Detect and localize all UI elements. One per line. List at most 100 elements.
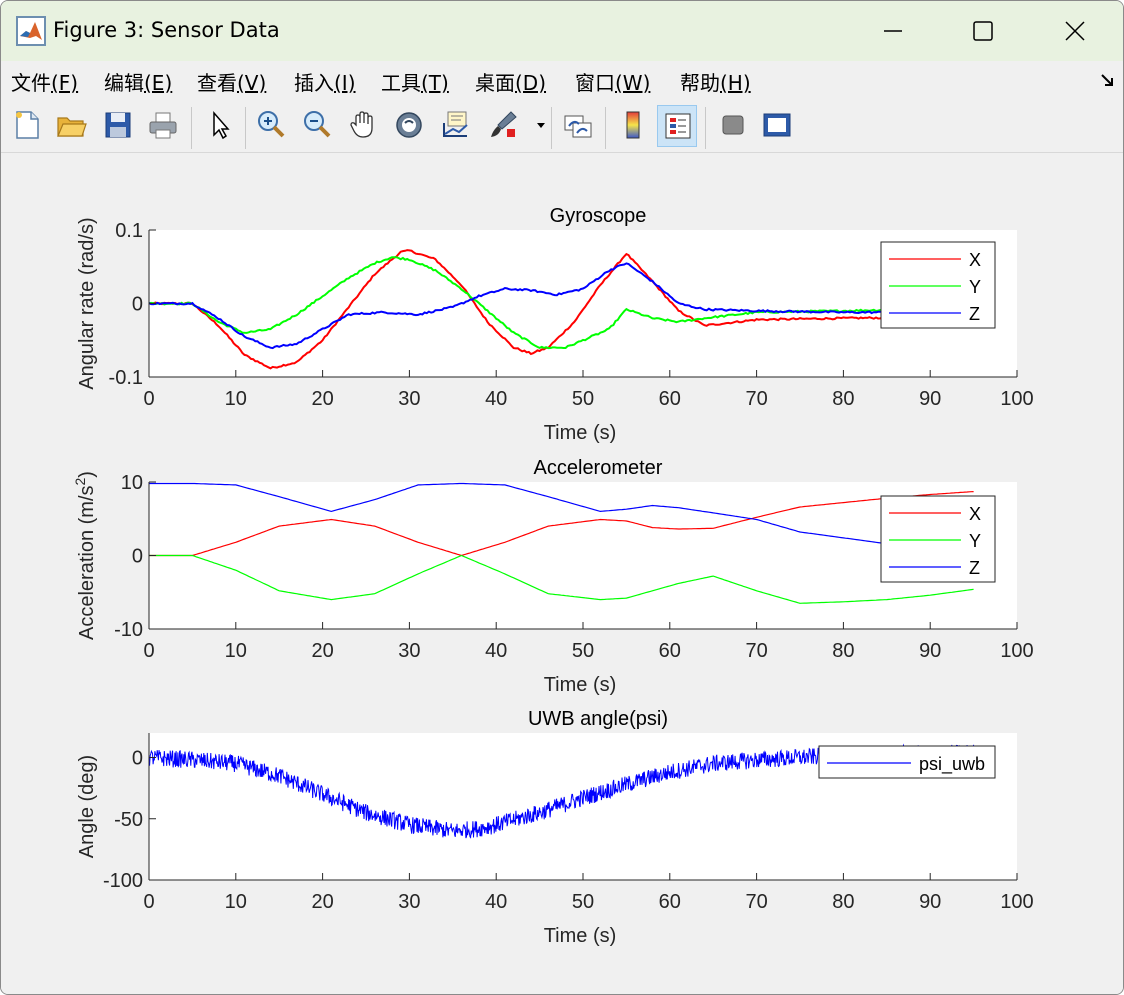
x-tick-label: 90 bbox=[919, 891, 941, 913]
link-plot-button[interactable] bbox=[558, 105, 598, 147]
y-tick-label: 0.1 bbox=[115, 220, 143, 242]
x-tick-label: 60 bbox=[659, 388, 681, 410]
chart-title: UWB angle(psi) bbox=[528, 708, 668, 730]
title-bar[interactable]: Figure 3: Sensor Data bbox=[1, 1, 1123, 61]
zoom-in-button[interactable] bbox=[251, 105, 291, 147]
menu-insert[interactable]: 插入(I) bbox=[294, 71, 356, 95]
pan-button[interactable] bbox=[343, 105, 383, 147]
menu-window[interactable]: 窗口(W) bbox=[575, 71, 651, 95]
legend: psi_uwb bbox=[818, 745, 996, 779]
save-button[interactable] bbox=[98, 105, 138, 147]
edit-plot-button[interactable] bbox=[200, 105, 240, 147]
chart-title: Gyroscope bbox=[550, 205, 647, 227]
series-line-x bbox=[149, 491, 974, 557]
new-figure-icon bbox=[16, 111, 39, 139]
window-title: Figure 3: Sensor Data bbox=[53, 18, 280, 42]
x-tick-label: 10 bbox=[225, 891, 247, 913]
x-axis-label: Time (s) bbox=[544, 674, 617, 696]
pan-hand-icon bbox=[350, 111, 373, 138]
close-button[interactable] bbox=[1029, 1, 1121, 61]
toolbar bbox=[1, 101, 1123, 153]
x-tick-label: 100 bbox=[1000, 891, 1033, 913]
maximize-button[interactable] bbox=[937, 1, 1029, 61]
y-tick-label: -50 bbox=[114, 809, 143, 831]
dock-arrow-icon[interactable] bbox=[1100, 73, 1116, 89]
menu-edit[interactable]: 编辑(E) bbox=[104, 71, 173, 95]
menu-desktop[interactable]: 桌面(D) bbox=[475, 71, 547, 95]
y-tick-label: -0.1 bbox=[109, 367, 143, 389]
x-tick-label: 80 bbox=[832, 388, 854, 410]
legend-label-x: X bbox=[969, 250, 981, 270]
x-tick-label: 40 bbox=[485, 891, 507, 913]
x-tick-label: 40 bbox=[485, 640, 507, 662]
x-tick-label: 80 bbox=[832, 891, 854, 913]
x-axis-label: Time (s) bbox=[544, 422, 617, 444]
x-tick-label: 0 bbox=[143, 891, 154, 913]
y-tick-label: 0 bbox=[132, 546, 143, 568]
show-plot-tools-button[interactable] bbox=[757, 105, 797, 147]
x-tick-label: 20 bbox=[311, 891, 333, 913]
legend-label-y: Y bbox=[969, 531, 981, 551]
axes-2: 0 10 20 30 40 50 60 70 80 90 100-10010Acceleromete… bbox=[72, 457, 1034, 696]
legend-button[interactable] bbox=[657, 105, 697, 147]
legend-box bbox=[818, 745, 996, 779]
toolbar-separator bbox=[191, 107, 192, 149]
x-tick-label: 50 bbox=[572, 640, 594, 662]
legend-label-y: Y bbox=[969, 277, 981, 297]
brush-dropdown[interactable] bbox=[531, 105, 547, 147]
menu-file[interactable]: 文件(F) bbox=[11, 71, 79, 95]
menu-tools[interactable]: 工具(T) bbox=[381, 71, 449, 95]
x-tick-label: 100 bbox=[1000, 388, 1033, 410]
print-button[interactable] bbox=[143, 105, 183, 147]
minimize-button[interactable] bbox=[847, 1, 939, 61]
x-tick-label: 90 bbox=[919, 388, 941, 410]
legend-label-z: Z bbox=[969, 304, 980, 324]
y-tick-label: 0 bbox=[132, 748, 143, 770]
show-plot-tools-icon bbox=[763, 113, 791, 137]
x-tick-label: 0 bbox=[143, 388, 154, 410]
rotate-3d-button[interactable] bbox=[389, 105, 429, 147]
data-cursor-button[interactable] bbox=[435, 105, 475, 147]
x-tick-label: 70 bbox=[745, 640, 767, 662]
zoom-in-icon bbox=[258, 111, 285, 138]
data-cursor-icon bbox=[443, 111, 468, 137]
x-tick-label: 60 bbox=[659, 891, 681, 913]
series-line-x bbox=[149, 249, 974, 370]
close-icon bbox=[1065, 21, 1085, 41]
menu-view[interactable]: 查看(V) bbox=[197, 71, 267, 95]
x-tick-label: 60 bbox=[659, 640, 681, 662]
x-tick-label: 70 bbox=[745, 388, 767, 410]
toolbar-separator bbox=[605, 107, 606, 149]
y-axis-label: Acceleration (m/s2) bbox=[72, 471, 98, 640]
legend-label-psi_uwb: psi_uwb bbox=[919, 754, 985, 775]
x-tick-label: 10 bbox=[225, 388, 247, 410]
toolbar-separator bbox=[245, 107, 246, 149]
menu-help[interactable]: 帮助(H) bbox=[680, 71, 751, 95]
x-tick-label: 40 bbox=[485, 388, 507, 410]
x-tick-label: 100 bbox=[1000, 640, 1033, 662]
open-file-button[interactable] bbox=[51, 105, 91, 147]
brush-button[interactable] bbox=[483, 105, 523, 147]
x-tick-label: 50 bbox=[572, 388, 594, 410]
figure-canvas[interactable]: 0 10 20 30 40 50 60 70 80 90 100 -0.1 0 0.1 Gyroscope T… bbox=[1, 154, 1123, 994]
toolbar-separator bbox=[551, 107, 552, 149]
axes-1: 0 10 20 30 40 50 60 70 80 90 100-0.100.1GyroscopeT… bbox=[76, 205, 1034, 444]
colorbar-icon bbox=[626, 111, 640, 139]
x-tick-label: 30 bbox=[398, 388, 420, 410]
maximize-icon bbox=[973, 21, 993, 41]
x-tick-label: 10 bbox=[225, 640, 247, 662]
zoom-out-button[interactable] bbox=[297, 105, 337, 147]
x-axis-label: Time (s) bbox=[544, 925, 617, 947]
hide-plot-tools-button[interactable] bbox=[713, 105, 753, 147]
print-icon bbox=[149, 112, 177, 139]
legend-box bbox=[880, 495, 996, 583]
x-tick-label: 90 bbox=[919, 640, 941, 662]
colorbar-button[interactable] bbox=[613, 105, 653, 147]
legend: XYZ bbox=[880, 241, 996, 329]
y-tick-label: 0 bbox=[132, 294, 143, 316]
x-tick-label: 20 bbox=[311, 640, 333, 662]
series-line-z bbox=[149, 482, 974, 555]
edit-plot-arrow-icon bbox=[213, 111, 230, 140]
new-figure-button[interactable] bbox=[7, 105, 47, 147]
open-file-icon bbox=[57, 117, 87, 137]
